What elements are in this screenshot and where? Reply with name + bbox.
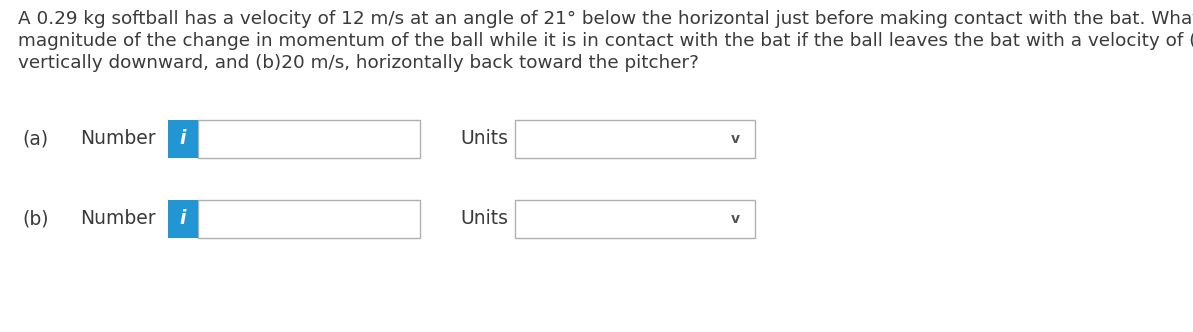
Text: A 0.29 kg softball has a velocity of 12 m/s at an angle of 21° below the horizon: A 0.29 kg softball has a velocity of 12 … [18,10,1193,28]
Text: v: v [730,212,740,226]
Bar [168,200,198,238]
Text: i: i [180,209,186,228]
Bar [198,200,420,238]
Text: Number: Number [80,129,155,148]
Bar [168,120,198,158]
Text: v: v [730,132,740,146]
Text: (b): (b) [21,209,49,228]
Text: Units: Units [460,209,508,228]
Bar [515,200,755,238]
Text: i: i [180,129,186,148]
Text: vertically downward, and (b)20 m/s, horizontally back toward the pitcher?: vertically downward, and (b)20 m/s, hori… [18,54,699,72]
Text: Number: Number [80,209,155,228]
Text: (a): (a) [21,129,48,148]
Bar [515,120,755,158]
Bar [198,120,420,158]
Text: magnitude of the change in momentum of the ball while it is in contact with the : magnitude of the change in momentum of t… [18,32,1193,50]
Text: Units: Units [460,129,508,148]
